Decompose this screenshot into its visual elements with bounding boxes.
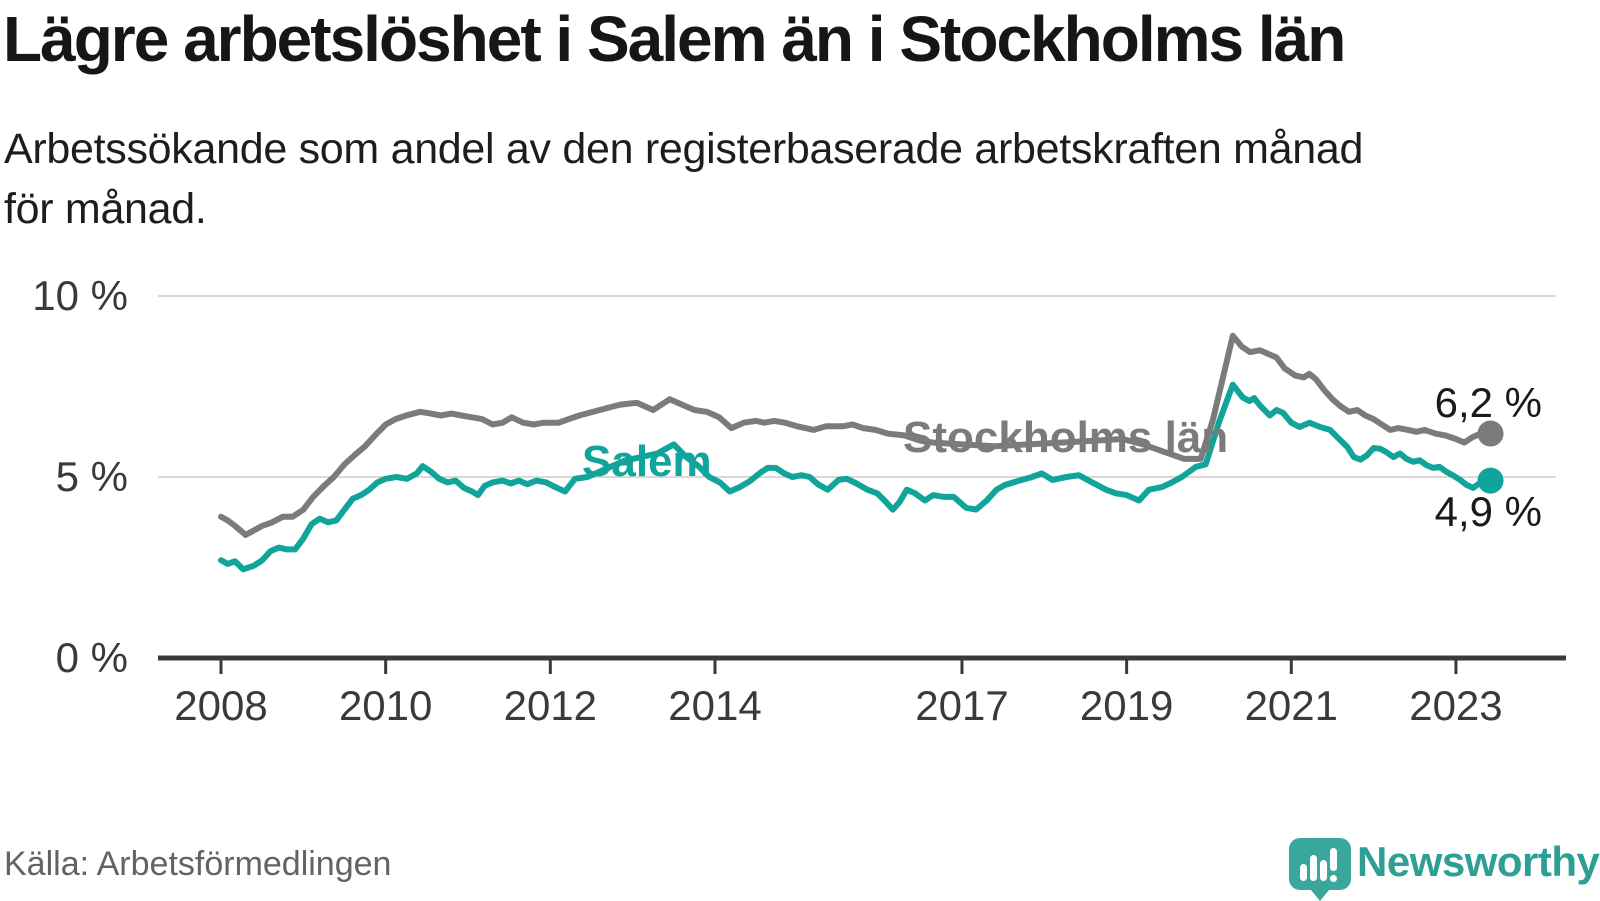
chart-subtitle-line1: Arbetssökande som andel av den registerb… — [4, 125, 1364, 173]
series-label-salem: Salem — [582, 437, 712, 486]
series-line-stockholms-lan — [218, 332, 1494, 538]
x-axis-label-2012: 2012 — [503, 682, 598, 729]
end-value-label-stockholms-lan: 6,2 % — [1434, 379, 1542, 426]
x-axis-label-2021: 2021 — [1244, 682, 1338, 729]
end-point-marker-stockholms-lan — [1477, 420, 1504, 447]
newsworthy-logo-text: Newsworthy — [1357, 838, 1600, 885]
series-line-salem — [218, 381, 1494, 573]
x-axis-label-2019: 2019 — [1079, 682, 1174, 729]
y-axis-label-10pct: 10 % — [32, 272, 128, 319]
source-attribution: Källa: Arbetsförmedlingen — [4, 845, 392, 883]
end-point-marker-salem — [1477, 467, 1504, 494]
y-axis-label-0pct: 0 % — [55, 634, 128, 681]
newsworthy-logo-icon — [1289, 838, 1351, 901]
series-label-stockholms-lan: Stockholms län — [903, 413, 1229, 462]
x-axis-label-2017: 2017 — [915, 682, 1009, 729]
x-axis-label-2010: 2010 — [338, 682, 433, 729]
x-axis-label-2014: 2014 — [668, 682, 762, 729]
logo-bar-chart-glyph — [1300, 848, 1337, 882]
x-axis-label-2008: 2008 — [174, 682, 268, 729]
page-title: Lägre arbetslöshet i Salem än i Stockhol… — [3, 3, 1346, 75]
chart-subtitle-line2: för månad. — [4, 185, 207, 233]
end-value-label-salem: 4,9 % — [1434, 488, 1542, 535]
x-axis-label-2023: 2023 — [1409, 682, 1503, 729]
y-axis-label-5pct: 5 % — [55, 453, 128, 500]
